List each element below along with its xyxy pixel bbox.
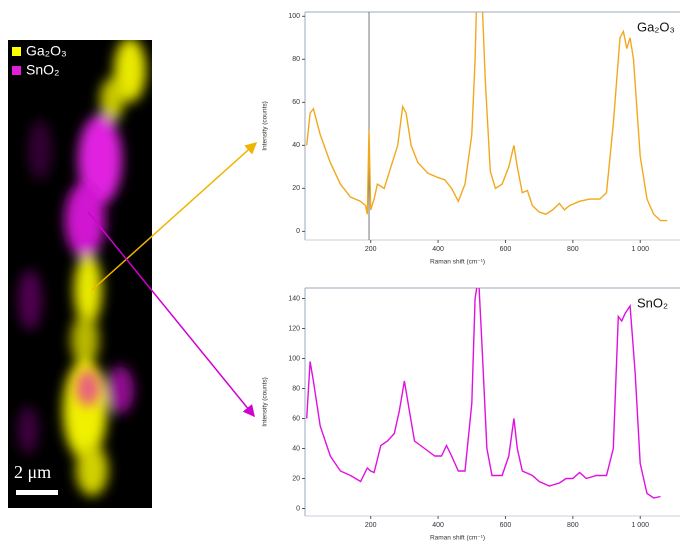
scale-bar: [16, 490, 58, 495]
x-tick-label: 800: [567, 522, 579, 529]
y-tick-label: 100: [288, 13, 300, 20]
legend-label: Ga₂O₃: [26, 43, 67, 59]
y-tick-label: 20: [292, 475, 300, 482]
y-tick-label: 60: [292, 415, 300, 422]
y-tick-label: 20: [292, 185, 300, 192]
y-tick-label: 0: [296, 505, 300, 512]
x-axis-label: Raman shift (cm⁻¹): [430, 259, 485, 266]
raman-map: [8, 40, 152, 508]
y-tick-label: 60: [292, 99, 300, 106]
y-tick-label: 0: [296, 228, 300, 235]
arrow: [91, 141, 258, 291]
y-tick-label: 120: [288, 325, 300, 332]
y-tick-label: 100: [288, 355, 300, 362]
spectrum-line: [306, 12, 668, 222]
x-axis-label: Raman shift (cm⁻¹): [430, 535, 485, 542]
y-tick-label: 80: [292, 56, 300, 63]
x-tick-label: 800: [567, 246, 579, 253]
spectrum-line: [306, 288, 661, 499]
x-tick-label: 200: [365, 246, 377, 253]
arrow: [87, 211, 255, 418]
y-tick-label: 40: [292, 142, 300, 149]
x-tick-label: 400: [432, 246, 444, 253]
y-tick-label: 80: [292, 385, 300, 392]
x-tick-label: 400: [432, 522, 444, 529]
legend-swatch: [12, 66, 21, 75]
x-tick-label: 1 000: [631, 522, 649, 529]
y-tick-label: 40: [292, 445, 300, 452]
legend-label: SnO₂: [26, 62, 59, 78]
y-tick-label: 140: [288, 295, 300, 302]
legend-swatch: [12, 47, 21, 56]
annotation: SnO₂: [637, 295, 668, 310]
scale-bar-label: 2 μm: [14, 462, 51, 482]
x-tick-label: 600: [500, 246, 512, 253]
y-axis-label: Intensity (counts): [262, 377, 269, 427]
annotation: Ga₂O₃: [637, 19, 675, 34]
x-tick-label: 1 000: [631, 246, 649, 253]
x-tick-label: 600: [500, 522, 512, 529]
y-axis-label: Intensity (counts): [262, 101, 269, 151]
x-tick-label: 200: [365, 522, 377, 529]
